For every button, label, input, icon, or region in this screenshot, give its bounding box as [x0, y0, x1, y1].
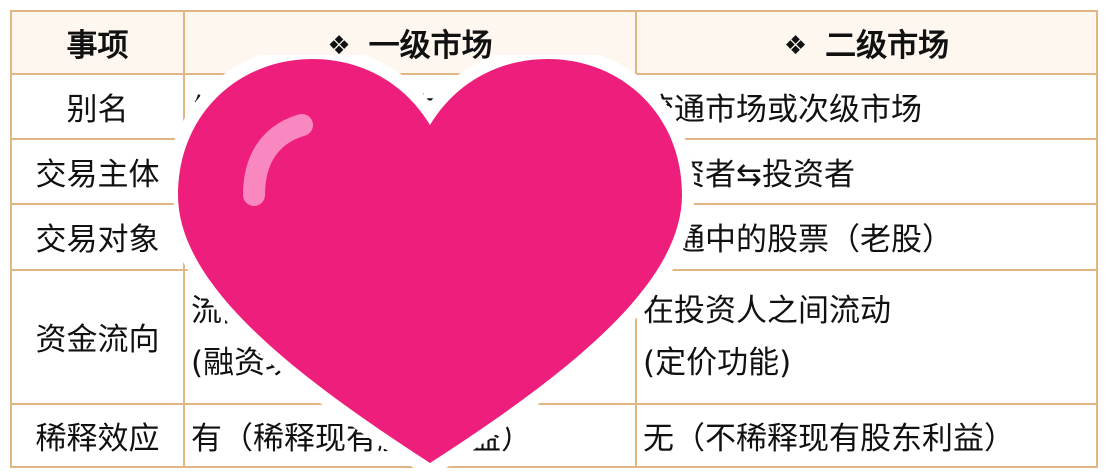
table-header-row: 事项 ❖ 一级市场 ❖ 二级市场 — [10, 9, 1098, 76]
secondary-cell: 流通市场或次级市场 — [635, 73, 1098, 141]
row-key: 资金流向 — [10, 268, 185, 405]
secondary-cell: 在投资人之间流动 (定价功能) — [635, 268, 1098, 405]
table-row: 别名 发行市场或初级市场 流通市场或次级市场 — [10, 73, 1098, 141]
row-key: 交易对象 — [10, 203, 185, 271]
diamond-icon: ❖ — [327, 31, 351, 62]
header-item: 事项 — [10, 9, 185, 76]
header-primary-market: ❖ 一级市场 — [183, 9, 637, 76]
secondary-cell: 投资者⇆投资者 — [635, 138, 1098, 206]
table-row: 资金流向 流向发行人 (融资功能) 在投资人之间流动 (定价功能) — [10, 268, 1098, 405]
row-key: 交易主体 — [10, 138, 185, 206]
secondary-cell: 无（不稀释现有股东利益） — [635, 402, 1098, 469]
primary-cell: 发行市场或初级市场 — [183, 73, 637, 141]
secondary-cell: 流通中的股票（老股） — [635, 203, 1098, 271]
row-key: 别名 — [10, 73, 185, 141]
primary-cell: 流向发行人 (融资功能) — [183, 268, 637, 405]
cell-line: (定价功能) — [643, 344, 792, 381]
table-row: 稀释效应 有（稀释现有股东利益） 无（不稀释现有股东利益） — [10, 402, 1098, 469]
header-secondary-market: ❖ 二级市场 — [635, 9, 1098, 76]
market-comparison-table: 事项 ❖ 一级市场 ❖ 二级市场 别名 发行市场或初级市场 流通市场或次级市场 交易… — [10, 9, 1098, 469]
cell-line: (融资功能) — [191, 344, 340, 381]
row-key: 稀释效应 — [10, 402, 185, 469]
primary-cell: 发行人→投资者 — [183, 138, 637, 206]
primary-cell: 有（稀释现有股东利益） — [183, 402, 637, 469]
table-row: 交易对象 新发行的股票 流通中的股票（老股） — [10, 203, 1098, 271]
cell-line: 在投资人之间流动 — [643, 292, 891, 329]
table-row: 交易主体 发行人→投资者 投资者⇆投资者 — [10, 138, 1098, 206]
primary-cell: 新发行的股票 — [183, 203, 637, 271]
cell-line: 流向发行人 — [191, 292, 346, 329]
diamond-icon: ❖ — [783, 31, 808, 62]
